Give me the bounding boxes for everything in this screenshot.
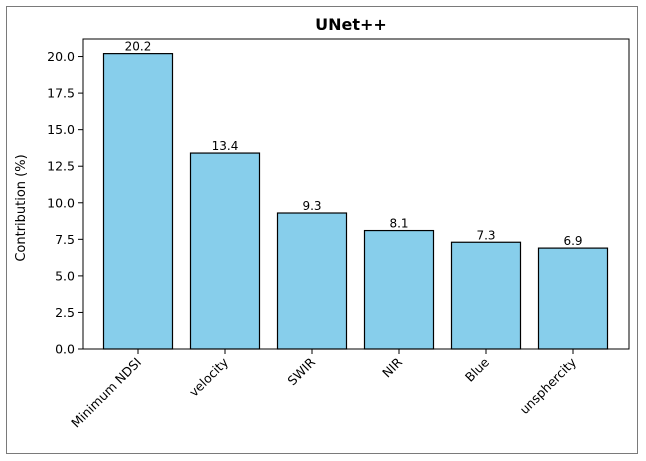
bar-1	[189, 152, 261, 350]
x-tick-label-5: unsphercity	[517, 354, 580, 417]
data-label-5: 6.9	[563, 234, 582, 248]
y-axis-label: Contribution (%)	[14, 154, 29, 261]
bar-5	[537, 247, 609, 350]
y-tick-label-8: 20.0	[47, 49, 75, 64]
x-tick-label-1: velocity	[186, 354, 232, 400]
y-tick-label-2: 5.0	[55, 268, 75, 283]
y-tick-label-1: 2.5	[55, 305, 75, 320]
y-tick-label-5: 12.5	[47, 159, 75, 174]
x-tick-label-4: Blue	[462, 354, 492, 384]
y-axis: 0.0 2.5 5.0 7.5 10.0 12.5 15.0 17.5 20.0	[47, 49, 83, 357]
chart-title: UNet++	[315, 15, 387, 34]
y-tick-label-0: 0.0	[55, 342, 75, 357]
x-tick-label-3: NIR	[379, 354, 405, 380]
bars-group	[102, 53, 609, 350]
bar-3	[363, 229, 435, 350]
x-axis: Minimum NDSI velocity SWIR NIR Blue unspherci…	[68, 349, 580, 431]
bar-0	[102, 53, 174, 350]
bar-4	[450, 241, 522, 350]
data-label-4: 7.3	[476, 228, 495, 242]
data-labels-group: 20.2 13.4 9.3 8.1 7.3 6.9	[125, 40, 583, 248]
y-tick-label-3: 7.5	[55, 232, 75, 247]
data-label-0: 20.2	[125, 40, 152, 54]
y-tick-label-7: 17.5	[47, 86, 75, 101]
data-label-2: 9.3	[302, 199, 321, 213]
y-tick-label-4: 10.0	[47, 195, 75, 210]
x-tick-label-2: SWIR	[284, 354, 318, 388]
data-label-1: 13.4	[212, 139, 239, 153]
y-tick-label-6: 15.0	[47, 122, 75, 137]
plot-area-border	[82, 38, 630, 350]
data-label-3: 8.1	[389, 217, 408, 231]
bar-2	[276, 212, 348, 350]
x-tick-label-0: Minimum NDSI	[68, 355, 144, 431]
